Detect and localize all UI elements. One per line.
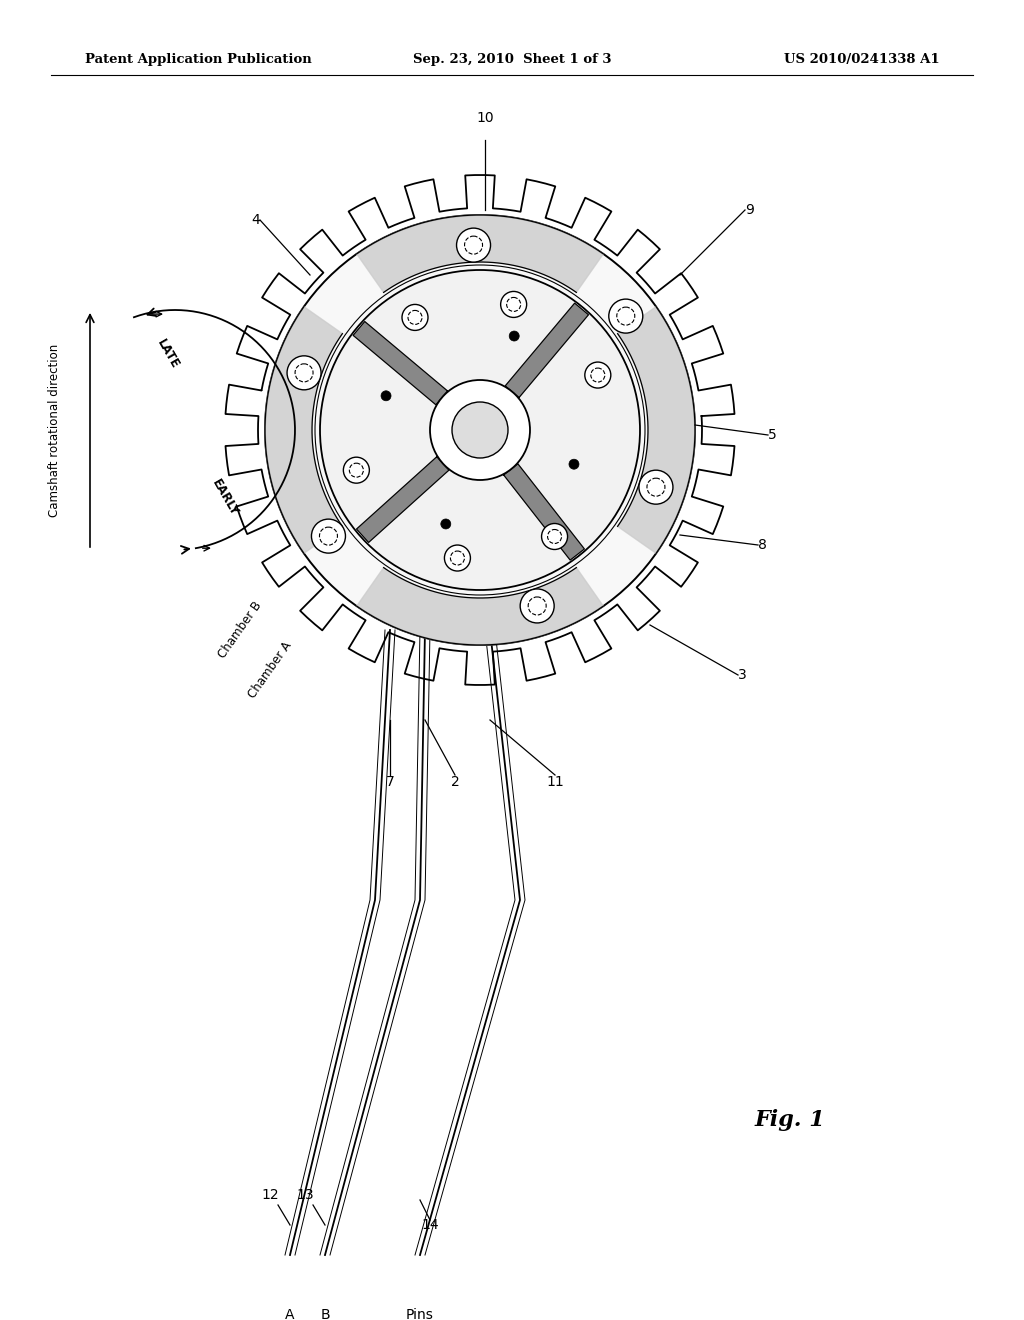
Text: Chamber B: Chamber B <box>216 599 264 661</box>
Text: 2: 2 <box>451 775 460 789</box>
Circle shape <box>520 589 554 623</box>
Polygon shape <box>356 457 449 543</box>
Polygon shape <box>356 568 603 645</box>
Circle shape <box>319 271 640 590</box>
Polygon shape <box>356 215 603 293</box>
Polygon shape <box>504 463 585 560</box>
Text: 5: 5 <box>768 428 777 442</box>
Text: Chamber A: Chamber A <box>246 639 294 701</box>
Circle shape <box>509 331 519 341</box>
Circle shape <box>501 292 526 317</box>
Text: 9: 9 <box>745 203 754 216</box>
Circle shape <box>585 362 611 388</box>
Circle shape <box>440 519 451 529</box>
Polygon shape <box>617 306 695 553</box>
Text: 8: 8 <box>758 539 767 552</box>
Text: A: A <box>286 1308 295 1320</box>
Circle shape <box>265 215 695 645</box>
Text: 12: 12 <box>261 1188 279 1203</box>
Polygon shape <box>265 306 342 553</box>
Text: Sep. 23, 2010  Sheet 1 of 3: Sep. 23, 2010 Sheet 1 of 3 <box>413 54 611 66</box>
Text: Camshaft rotational direction: Camshaft rotational direction <box>48 343 61 516</box>
Text: 10: 10 <box>476 111 494 125</box>
Text: 14: 14 <box>421 1218 439 1232</box>
Circle shape <box>457 228 490 263</box>
Circle shape <box>287 356 322 389</box>
Circle shape <box>452 403 508 458</box>
Polygon shape <box>505 304 589 397</box>
Text: Pins: Pins <box>407 1308 434 1320</box>
Circle shape <box>542 524 567 549</box>
Text: 13: 13 <box>296 1188 313 1203</box>
Text: 3: 3 <box>738 668 746 682</box>
Text: Fig. 1: Fig. 1 <box>755 1109 825 1131</box>
Text: 6: 6 <box>411 433 420 447</box>
Text: 11: 11 <box>546 775 564 789</box>
Circle shape <box>639 470 673 504</box>
Text: 7: 7 <box>386 775 394 789</box>
Circle shape <box>430 380 530 480</box>
Polygon shape <box>353 322 447 405</box>
Text: EARLY: EARLY <box>209 478 241 519</box>
Text: Patent Application Publication: Patent Application Publication <box>85 54 311 66</box>
Circle shape <box>311 519 345 553</box>
Circle shape <box>569 459 579 469</box>
Circle shape <box>402 305 428 330</box>
Circle shape <box>444 545 470 572</box>
Text: B: B <box>321 1308 330 1320</box>
Circle shape <box>609 300 643 333</box>
Text: US 2010/0241338 A1: US 2010/0241338 A1 <box>784 54 940 66</box>
Text: LATE: LATE <box>154 337 181 371</box>
Text: 4: 4 <box>251 213 260 227</box>
Circle shape <box>343 457 370 483</box>
Circle shape <box>381 391 391 401</box>
